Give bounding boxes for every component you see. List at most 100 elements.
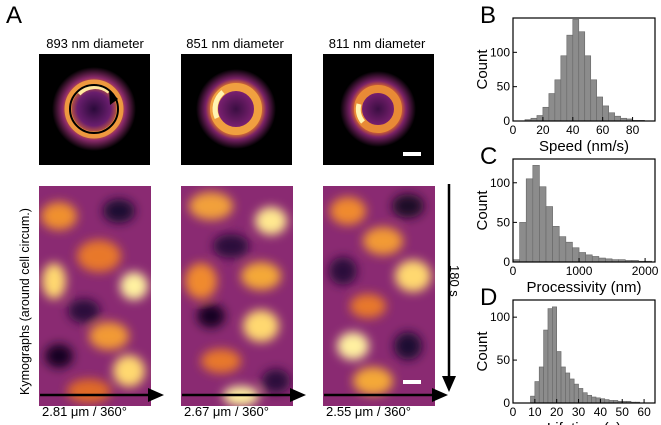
scale-bar-top [403, 152, 421, 156]
circumference-label-1: 2.81 μm / 360° [42, 404, 127, 419]
panel-letter-c: C [480, 143, 498, 170]
histogram-bar [591, 396, 597, 404]
right-arrow-icon [148, 388, 164, 402]
histogram-bar [547, 308, 553, 404]
x-tick-label: 40 [566, 123, 580, 137]
kymograph-2 [181, 186, 293, 406]
histogram-bar [573, 383, 579, 404]
histogram-bar [600, 398, 606, 404]
y-tick-label: 100 [490, 45, 510, 59]
plot-frame [512, 299, 656, 404]
down-arrow-icon [442, 376, 456, 392]
y-tick-label: 50 [497, 215, 511, 229]
y-tick-label: 100 [490, 176, 510, 190]
x-tick-label: 30 [572, 405, 586, 419]
circumference-label-2: 2.67 μm / 360° [184, 404, 269, 419]
histogram-bar [545, 206, 553, 263]
x-tick-label: 0 [510, 264, 517, 278]
y-axis-label: Count [474, 331, 491, 372]
kymograph-texture-1 [39, 186, 151, 406]
histogram-bar [569, 378, 575, 404]
histogram-bar [596, 96, 603, 122]
histogram-bar [585, 254, 593, 263]
histogram-bar [582, 392, 588, 404]
x-tick-label: 20 [550, 405, 564, 419]
ring-image-1 [39, 54, 150, 165]
histogram-bar [614, 115, 621, 122]
time-arrow [442, 184, 456, 392]
y-tick-label: 50 [497, 80, 511, 94]
histogram-bar [590, 79, 598, 122]
ring-graphic-1 [52, 67, 136, 151]
right-arrow-icon [432, 388, 448, 402]
x-tick-label: 10 [528, 405, 542, 419]
x-tick-label: 20 [536, 123, 550, 137]
circumference-arrows [40, 388, 448, 402]
histogram-bar [536, 115, 544, 122]
x-axis-label: Speed (nm/s) [539, 138, 629, 155]
histogram-bar [534, 381, 540, 404]
kymograph-3 [323, 186, 435, 406]
x-tick-label: 60 [637, 405, 651, 419]
ring-image-2 [181, 54, 292, 165]
histogram-bar [595, 397, 601, 404]
histogram-bar [542, 106, 550, 122]
kymograph-texture-3 [323, 186, 435, 406]
histogram-bar [519, 222, 527, 263]
panel-letter-b: B [480, 2, 497, 29]
plot-frame [512, 158, 656, 263]
histogram-bar [591, 256, 600, 263]
histogram-bar [560, 366, 566, 404]
image-title-2: 851 nm diameter [186, 36, 284, 51]
histogram-bar [558, 236, 567, 263]
image-title-3: 811 nm diameter [328, 36, 426, 51]
ring-graphic-2 [196, 69, 276, 149]
histogram-bar [602, 105, 609, 122]
histogram-bar [543, 329, 549, 404]
x-axis-label: Lifetime (s) [547, 420, 621, 425]
histogram-bar [556, 351, 562, 404]
histogram-bar [565, 372, 571, 404]
ring-graphic-3 [340, 71, 416, 147]
x-tick-label: 60 [596, 123, 610, 137]
histogram-bar [552, 226, 560, 263]
histogram-bar [578, 388, 584, 404]
scale-bar-bottom [403, 380, 421, 384]
x-tick-label: 0 [510, 123, 517, 137]
right-arrow-icon [290, 388, 306, 402]
plot-frame [512, 17, 656, 122]
y-tick-label: 0 [503, 114, 510, 128]
x-tick-label: 40 [594, 405, 608, 419]
y-tick-label: 100 [490, 310, 510, 324]
y-tick-label: 50 [497, 353, 511, 367]
histogram-bar [539, 186, 547, 263]
x-tick-label: 50 [616, 405, 630, 419]
x-tick-label: 80 [626, 123, 640, 137]
rotation-arrow-icon [109, 90, 118, 105]
panel-letter-d: D [480, 284, 498, 311]
histogram-bar [566, 34, 574, 122]
histogram-bar [560, 55, 568, 122]
histogram-bar [565, 241, 573, 263]
image-title-1: 893 nm diameter [46, 36, 144, 51]
histogram-bar [538, 366, 544, 404]
histogram-bar [586, 394, 592, 404]
histogram-bar [608, 112, 615, 122]
y-axis-label: Count [474, 49, 491, 90]
kymograph-texture-2 [181, 186, 293, 406]
histogram-bar [530, 395, 536, 404]
kymograph-1 [39, 186, 151, 406]
x-tick-label: 0 [510, 405, 517, 419]
histogram-bar [554, 79, 562, 122]
histogram-bar [548, 93, 556, 122]
histogram-bar [572, 19, 580, 122]
histogram-bar [572, 247, 580, 263]
ring-image-3 [323, 54, 434, 165]
x-tick-label: 1000 [566, 264, 593, 278]
y-tick-label: 0 [503, 255, 510, 269]
x-tick-label: 2000 [632, 264, 659, 278]
histogram-bar [578, 31, 586, 122]
panel-letter-a: A [6, 2, 23, 29]
histogram-bar [584, 55, 592, 122]
